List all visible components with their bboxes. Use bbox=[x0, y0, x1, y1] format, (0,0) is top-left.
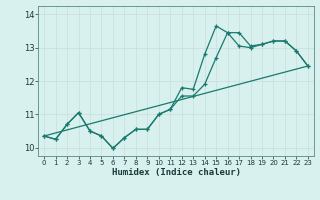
X-axis label: Humidex (Indice chaleur): Humidex (Indice chaleur) bbox=[111, 168, 241, 177]
